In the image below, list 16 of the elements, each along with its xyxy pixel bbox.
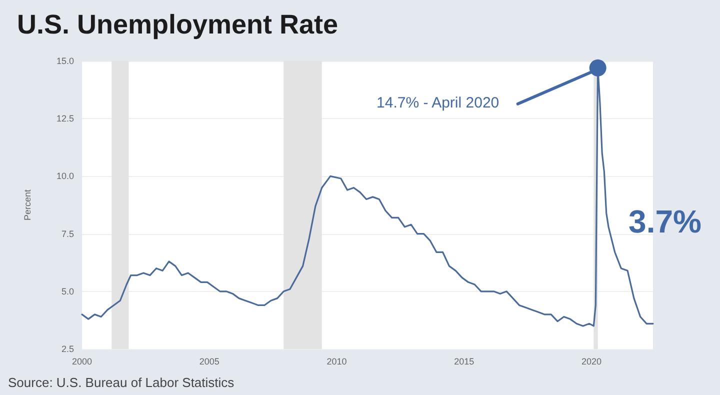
x-tick-label: 2015 xyxy=(454,356,474,366)
y-axis-title: Percent xyxy=(22,189,32,221)
x-tick-label: 2005 xyxy=(199,356,220,366)
chart-title: U.S. Unemployment Rate xyxy=(17,10,338,40)
y-tick-label: 5.0 xyxy=(61,286,74,296)
annotation: 3.7% xyxy=(628,203,702,240)
y-tick-label: 12.5 xyxy=(56,114,74,124)
y-tick-label: 2.5 xyxy=(61,344,74,354)
x-tick-label: 2000 xyxy=(72,356,92,366)
x-tick-label: 2020 xyxy=(581,356,602,366)
y-tick-label: 10.0 xyxy=(56,171,74,182)
x-tick-label: 2010 xyxy=(326,356,347,366)
y-tick-label: 15.0 xyxy=(56,56,74,66)
source-note: Source: U.S. Bureau of Labor Statistics xyxy=(8,375,235,390)
y-tick-label: 7.5 xyxy=(61,228,74,239)
annotation: 14.7% - April 2020 xyxy=(376,94,500,112)
